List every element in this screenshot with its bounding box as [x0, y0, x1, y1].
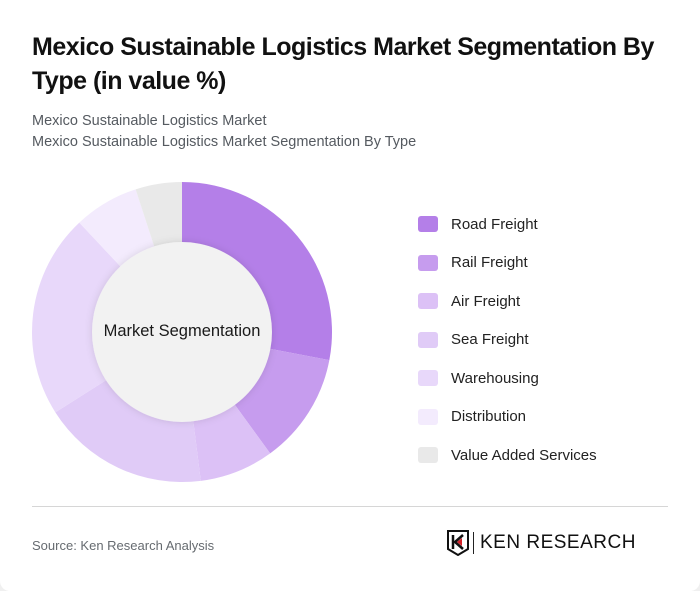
chart-title: Mexico Sustainable Logistics Market Segm… [32, 33, 654, 95]
legend-label: Road Freight [451, 215, 538, 233]
legend-swatch [418, 293, 438, 310]
donut-slice-value-added-services[interactable] [135, 182, 182, 249]
donut-chart [32, 182, 332, 482]
donut-slice-road-freight[interactable] [182, 182, 332, 361]
source-note: Source: Ken Research Analysis [32, 538, 215, 553]
legend-label: Air Freight [451, 292, 521, 310]
logo-separator [473, 532, 474, 554]
legend-item-sea-freight[interactable]: Sea Freight [418, 321, 597, 360]
legend-label: Warehousing [451, 369, 539, 387]
donut-slice-rail-freight[interactable] [233, 348, 330, 454]
legend-item-air-freight[interactable]: Air Freight [418, 282, 597, 321]
legend-item-road-freight[interactable]: Road Freight [418, 205, 597, 244]
ken-research-shield-icon [447, 530, 469, 556]
donut-hole [92, 242, 272, 422]
legend-label: Sea Freight [451, 331, 529, 349]
donut-slice-sea-freight[interactable] [55, 379, 201, 482]
ken-research-logo: KEN RESEARCH [447, 530, 636, 556]
donut-slice-distribution[interactable] [79, 189, 155, 268]
donut-slices [32, 182, 332, 482]
chart-legend: Road Freight Rail Freight Air Freight Se… [418, 205, 597, 475]
footer-divider [32, 506, 668, 507]
legend-item-value-added-services[interactable]: Value Added Services [418, 436, 597, 475]
legend-swatch [418, 370, 438, 387]
legend-swatch [418, 447, 438, 464]
legend-item-distribution[interactable]: Distribution [418, 398, 597, 437]
donut-slice-air-freight[interactable] [193, 403, 271, 481]
legend-item-warehousing[interactable]: Warehousing [418, 359, 597, 398]
legend-swatch [418, 254, 438, 271]
legend-item-rail-freight[interactable]: Rail Freight [418, 244, 597, 283]
legend-label: Distribution [451, 408, 527, 426]
legend-swatch [418, 216, 438, 233]
legend-swatch [418, 331, 438, 348]
logo-text: KEN RESEARCH [480, 532, 636, 553]
legend-label: Rail Freight [451, 254, 528, 272]
chart-subtitle-market: Mexico Sustainable Logistics Market [32, 113, 267, 129]
legend-label: Value Added Services [451, 446, 597, 464]
legend-swatch [418, 408, 438, 425]
chart-subtitle-segmentation: Mexico Sustainable Logistics Market Segm… [32, 134, 417, 150]
donut-center-label: Market Segmentation [103, 322, 261, 340]
